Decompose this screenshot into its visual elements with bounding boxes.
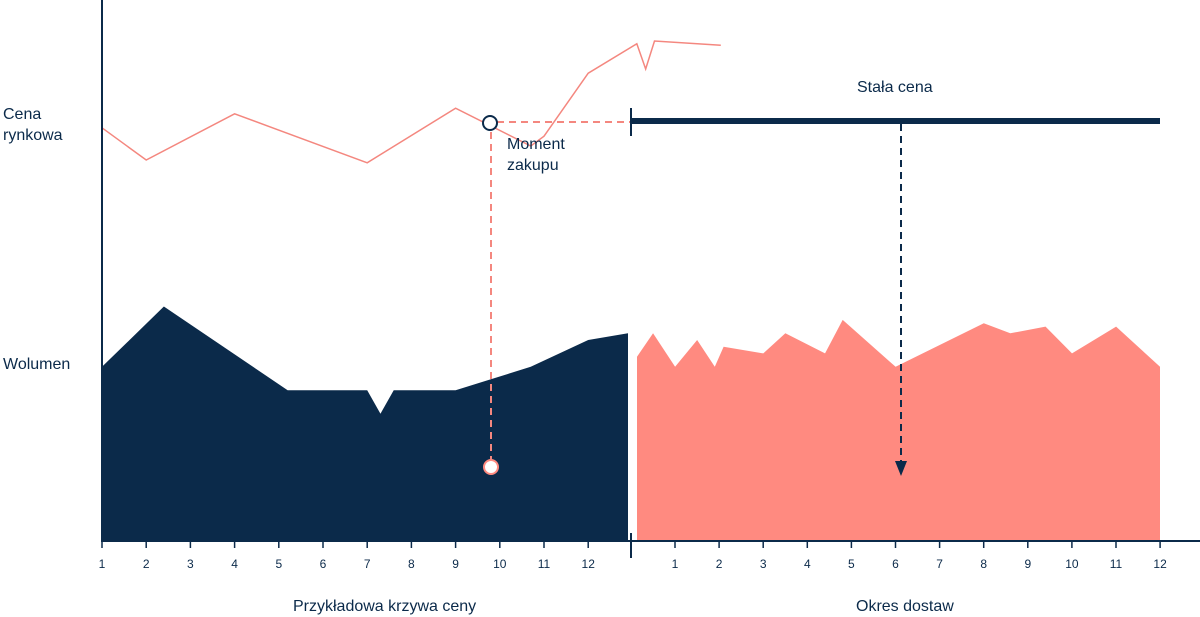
right-tick-6-label: 6 <box>892 557 899 571</box>
market-price-curve <box>101 40 721 164</box>
left-tick-10-label: 10 <box>493 557 507 571</box>
right-tick-4-label: 4 <box>804 557 811 571</box>
y-label-market-price-line2: rynkowa <box>3 127 63 144</box>
right-tick-11-label: 11 <box>1110 557 1123 571</box>
left-tick-7-label: 7 <box>364 557 371 571</box>
purchase-moment-label-line2: zakupu <box>507 157 559 174</box>
left-tick-8-label: 8 <box>408 557 415 571</box>
right-tick-3-label: 3 <box>760 557 767 571</box>
right-tick-2-label: 2 <box>716 557 723 571</box>
left-tick-4-label: 4 <box>231 557 238 571</box>
purchase-moment-label-line1: Moment <box>507 136 565 153</box>
right-tick-1-label: 1 <box>672 557 679 571</box>
purchase-moment-label: Moment zakupu <box>507 134 565 176</box>
x-axis-ticks: 1 2 3 4 5 6 7 8 9 10 11 12 1 2 3 4 5 6 7 8 9 10 11 12 <box>99 541 1167 571</box>
right-tick-5-label: 5 <box>848 557 855 571</box>
left-tick-12-label: 12 <box>582 557 596 571</box>
volume-area-delivery <box>637 319 1160 541</box>
right-tick-7-label: 7 <box>936 557 943 571</box>
left-tick-3-label: 3 <box>187 557 194 571</box>
y-label-market-price: Cena rynkowa <box>3 104 63 146</box>
purchase-volume-marker <box>483 459 499 475</box>
left-tick-5-label: 5 <box>275 557 282 571</box>
right-tick-12-label: 12 <box>1153 557 1167 571</box>
x-label-delivery-period: Okres dostaw <box>856 598 954 615</box>
y-label-market-price-line1: Cena <box>3 106 42 123</box>
right-tick-10-label: 10 <box>1065 557 1079 571</box>
left-tick-2-label: 2 <box>143 557 150 571</box>
fixed-price-label: Stała cena <box>857 79 933 96</box>
left-tick-9-label: 9 <box>452 557 459 571</box>
y-label-volume: Wolumen <box>3 356 71 373</box>
delivery-arrowhead-icon <box>895 461 907 476</box>
left-tick-6-label: 6 <box>320 557 327 571</box>
left-tick-1-label: 1 <box>99 557 106 571</box>
purchase-moment-marker <box>482 115 498 131</box>
volume-area-historical <box>102 306 628 541</box>
right-tick-9-label: 9 <box>1024 557 1031 571</box>
left-tick-11-label: 11 <box>538 557 551 571</box>
x-label-sample-price-curve: Przykładowa krzywa ceny <box>293 598 477 615</box>
right-tick-8-label: 8 <box>980 557 987 571</box>
